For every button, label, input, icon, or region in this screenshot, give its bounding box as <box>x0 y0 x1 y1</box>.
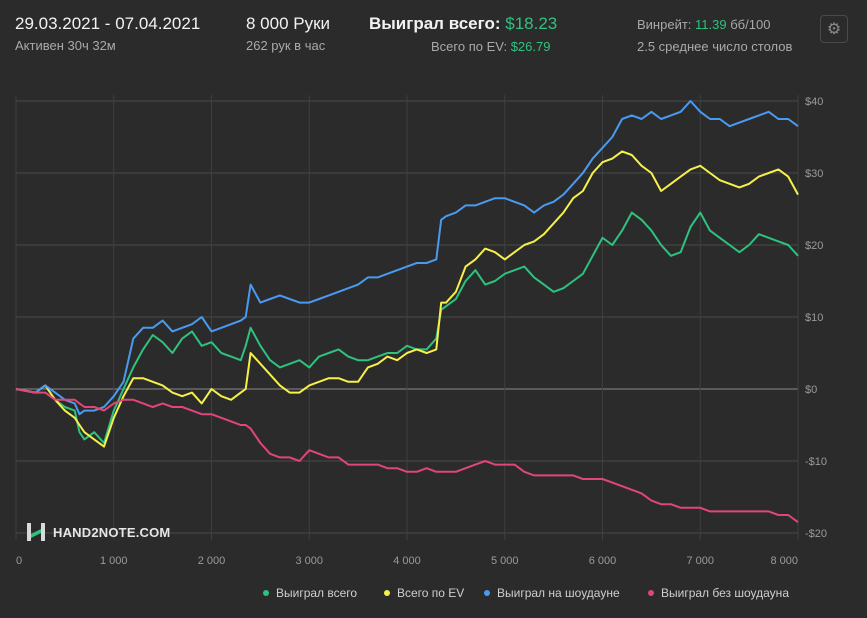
y-tick-label: -$20 <box>805 528 827 540</box>
series-line-0 <box>15 211 799 444</box>
x-tick-label: 6 000 <box>589 555 617 567</box>
hands-per-hour: 262 рук в час <box>246 38 326 53</box>
y-tick-label: $20 <box>805 240 823 252</box>
hand2note-logo-icon <box>27 523 45 541</box>
legend-dot <box>484 590 490 596</box>
series-layer <box>15 100 799 524</box>
legend-label: Выиграл без шоудауна <box>661 586 789 600</box>
won-total-value: $18.23 <box>505 14 558 33</box>
legend-item-showdown[interactable]: Выиграл на шоудауне <box>484 586 620 600</box>
winrate: Винрейт: 11.39 бб/100 <box>637 17 770 32</box>
tick-layer: $40 $30 $20 $10 $0 -$10 -$20 0 1 000 2 000 3 000 4 … <box>16 96 827 567</box>
ev-total: Всего по EV: $26.79 <box>431 39 550 54</box>
x-tick-label: 4 000 <box>393 555 421 567</box>
series-line-3 <box>15 388 799 524</box>
date-range: 29.03.2021 - 07.04.2021 <box>15 14 201 33</box>
line-chart: $40 $30 $20 $10 $0 -$10 -$20 0 1 000 2 000 3 000 4 … <box>15 95 827 567</box>
legend-dot <box>648 590 654 596</box>
winrate-label: Винрейт: <box>637 17 692 32</box>
ev-total-label: Всего по EV: <box>431 39 508 54</box>
ev-total-value: $26.79 <box>510 39 551 54</box>
y-tick-label: -$10 <box>805 456 827 468</box>
hand2note-logo: HAND2NOTE.COM <box>25 521 170 543</box>
series-line-1 <box>15 150 799 448</box>
legend-item-won-total[interactable]: Выиграл всего <box>263 586 357 600</box>
settings-button[interactable]: ⚙ <box>820 15 848 43</box>
avg-tables: 2.5 среднее число столов <box>637 39 793 54</box>
legend-item-non-showdown[interactable]: Выиграл без шоудауна <box>648 586 789 600</box>
y-tick-label: $10 <box>805 312 823 324</box>
winrate-value: 11.39 <box>695 17 727 32</box>
x-tick-label: 5 000 <box>491 555 519 567</box>
gear-icon: ⚙ <box>826 21 842 38</box>
legend-label: Выиграл на шоудауне <box>497 586 620 600</box>
x-tick-label: 1 000 <box>100 555 128 567</box>
won-total: Выиграл всего: $18.23 <box>369 14 557 34</box>
winrate-unit: бб/100 <box>730 17 771 32</box>
x-tick-label: 2 000 <box>198 555 226 567</box>
legend-dot <box>263 590 269 596</box>
legend-dot <box>384 590 390 596</box>
x-tick-label: 8 000 <box>770 555 798 567</box>
active-time: Активен 30ч 32м <box>15 38 116 53</box>
y-tick-label: $30 <box>805 168 823 180</box>
series-line-2 <box>15 100 799 416</box>
legend-label: Всего по EV <box>397 586 465 600</box>
legend-item-ev-total[interactable]: Всего по EV <box>384 586 464 600</box>
x-tick-label: 7 000 <box>686 555 714 567</box>
stats-header: 29.03.2021 - 07.04.2021 Активен 30ч 32м … <box>0 0 867 78</box>
y-tick-label: $40 <box>805 96 823 108</box>
y-tick-label: $0 <box>805 384 817 396</box>
logo-text: HAND2NOTE.COM <box>53 524 171 540</box>
legend-label: Выиграл всего <box>276 586 358 600</box>
x-tick-label: 0 <box>16 555 22 567</box>
hands-count: 8 000 Руки <box>246 14 331 33</box>
won-total-label: Выиграл всего: <box>369 14 501 33</box>
x-tick-label: 3 000 <box>295 555 323 567</box>
grid-layer <box>15 95 799 540</box>
